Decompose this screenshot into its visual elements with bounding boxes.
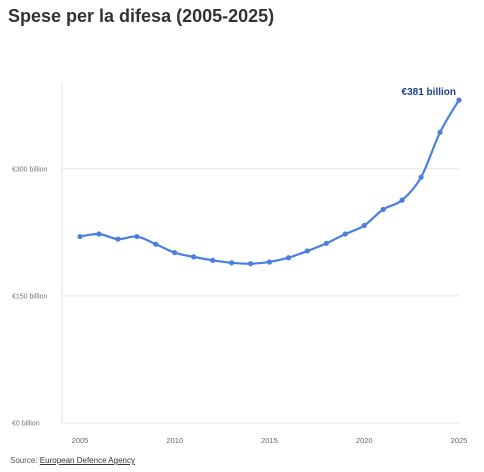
- x-tick-label: 2005: [72, 436, 89, 445]
- chart-title: Spese per la difesa (2005-2025): [8, 6, 275, 26]
- last-value-label: €381 billion: [402, 87, 456, 98]
- data-point-2014: [247, 261, 254, 267]
- data-point-2008: [134, 233, 140, 240]
- y-tick-label: €0 billion: [12, 421, 40, 428]
- x-tick-labels: 2005 2010 2015 2020 2025: [72, 436, 468, 445]
- source-prefix: Source:: [10, 456, 40, 465]
- series-layer: [77, 97, 462, 267]
- data-point-2017: [304, 248, 310, 254]
- data-point-2016: [285, 255, 292, 261]
- data-point-2006: [96, 231, 102, 237]
- source-link[interactable]: European Defence Agency: [39, 456, 135, 465]
- y-tick-labels: €0 billion €150 billion €300 billion: [12, 166, 48, 427]
- data-point-2020: [361, 222, 367, 229]
- grid-lines: [62, 168, 459, 424]
- annotation-layer: €381 billion: [402, 87, 456, 98]
- y-tick-label: €300 billion: [12, 166, 48, 173]
- data-point-2018: [323, 240, 329, 246]
- data-point-2007: [115, 236, 121, 242]
- x-tick-label: 2015: [261, 436, 278, 445]
- data-point-2023: [418, 174, 424, 180]
- data-point-2005: [77, 233, 83, 240]
- source-note: Source: European Defence Agency: [10, 456, 135, 465]
- data-point-2012: [210, 257, 216, 263]
- data-point-2011: [191, 254, 197, 260]
- data-point-2025: [456, 97, 462, 103]
- data-point-2019: [342, 231, 348, 237]
- data-point-2022: [399, 197, 405, 203]
- series-line-0: [79, 99, 460, 265]
- data-point-2015: [266, 259, 273, 265]
- x-tick-label: 2025: [451, 436, 468, 445]
- data-point-2013: [229, 260, 235, 266]
- x-tick-label: 2010: [166, 436, 183, 445]
- x-tick-label: 2020: [356, 436, 373, 445]
- data-point-2009: [153, 241, 159, 247]
- data-point-2021: [380, 206, 386, 213]
- y-tick-label: €150 billion: [12, 293, 48, 300]
- data-point-2024: [437, 129, 443, 135]
- data-point-2010: [172, 250, 178, 256]
